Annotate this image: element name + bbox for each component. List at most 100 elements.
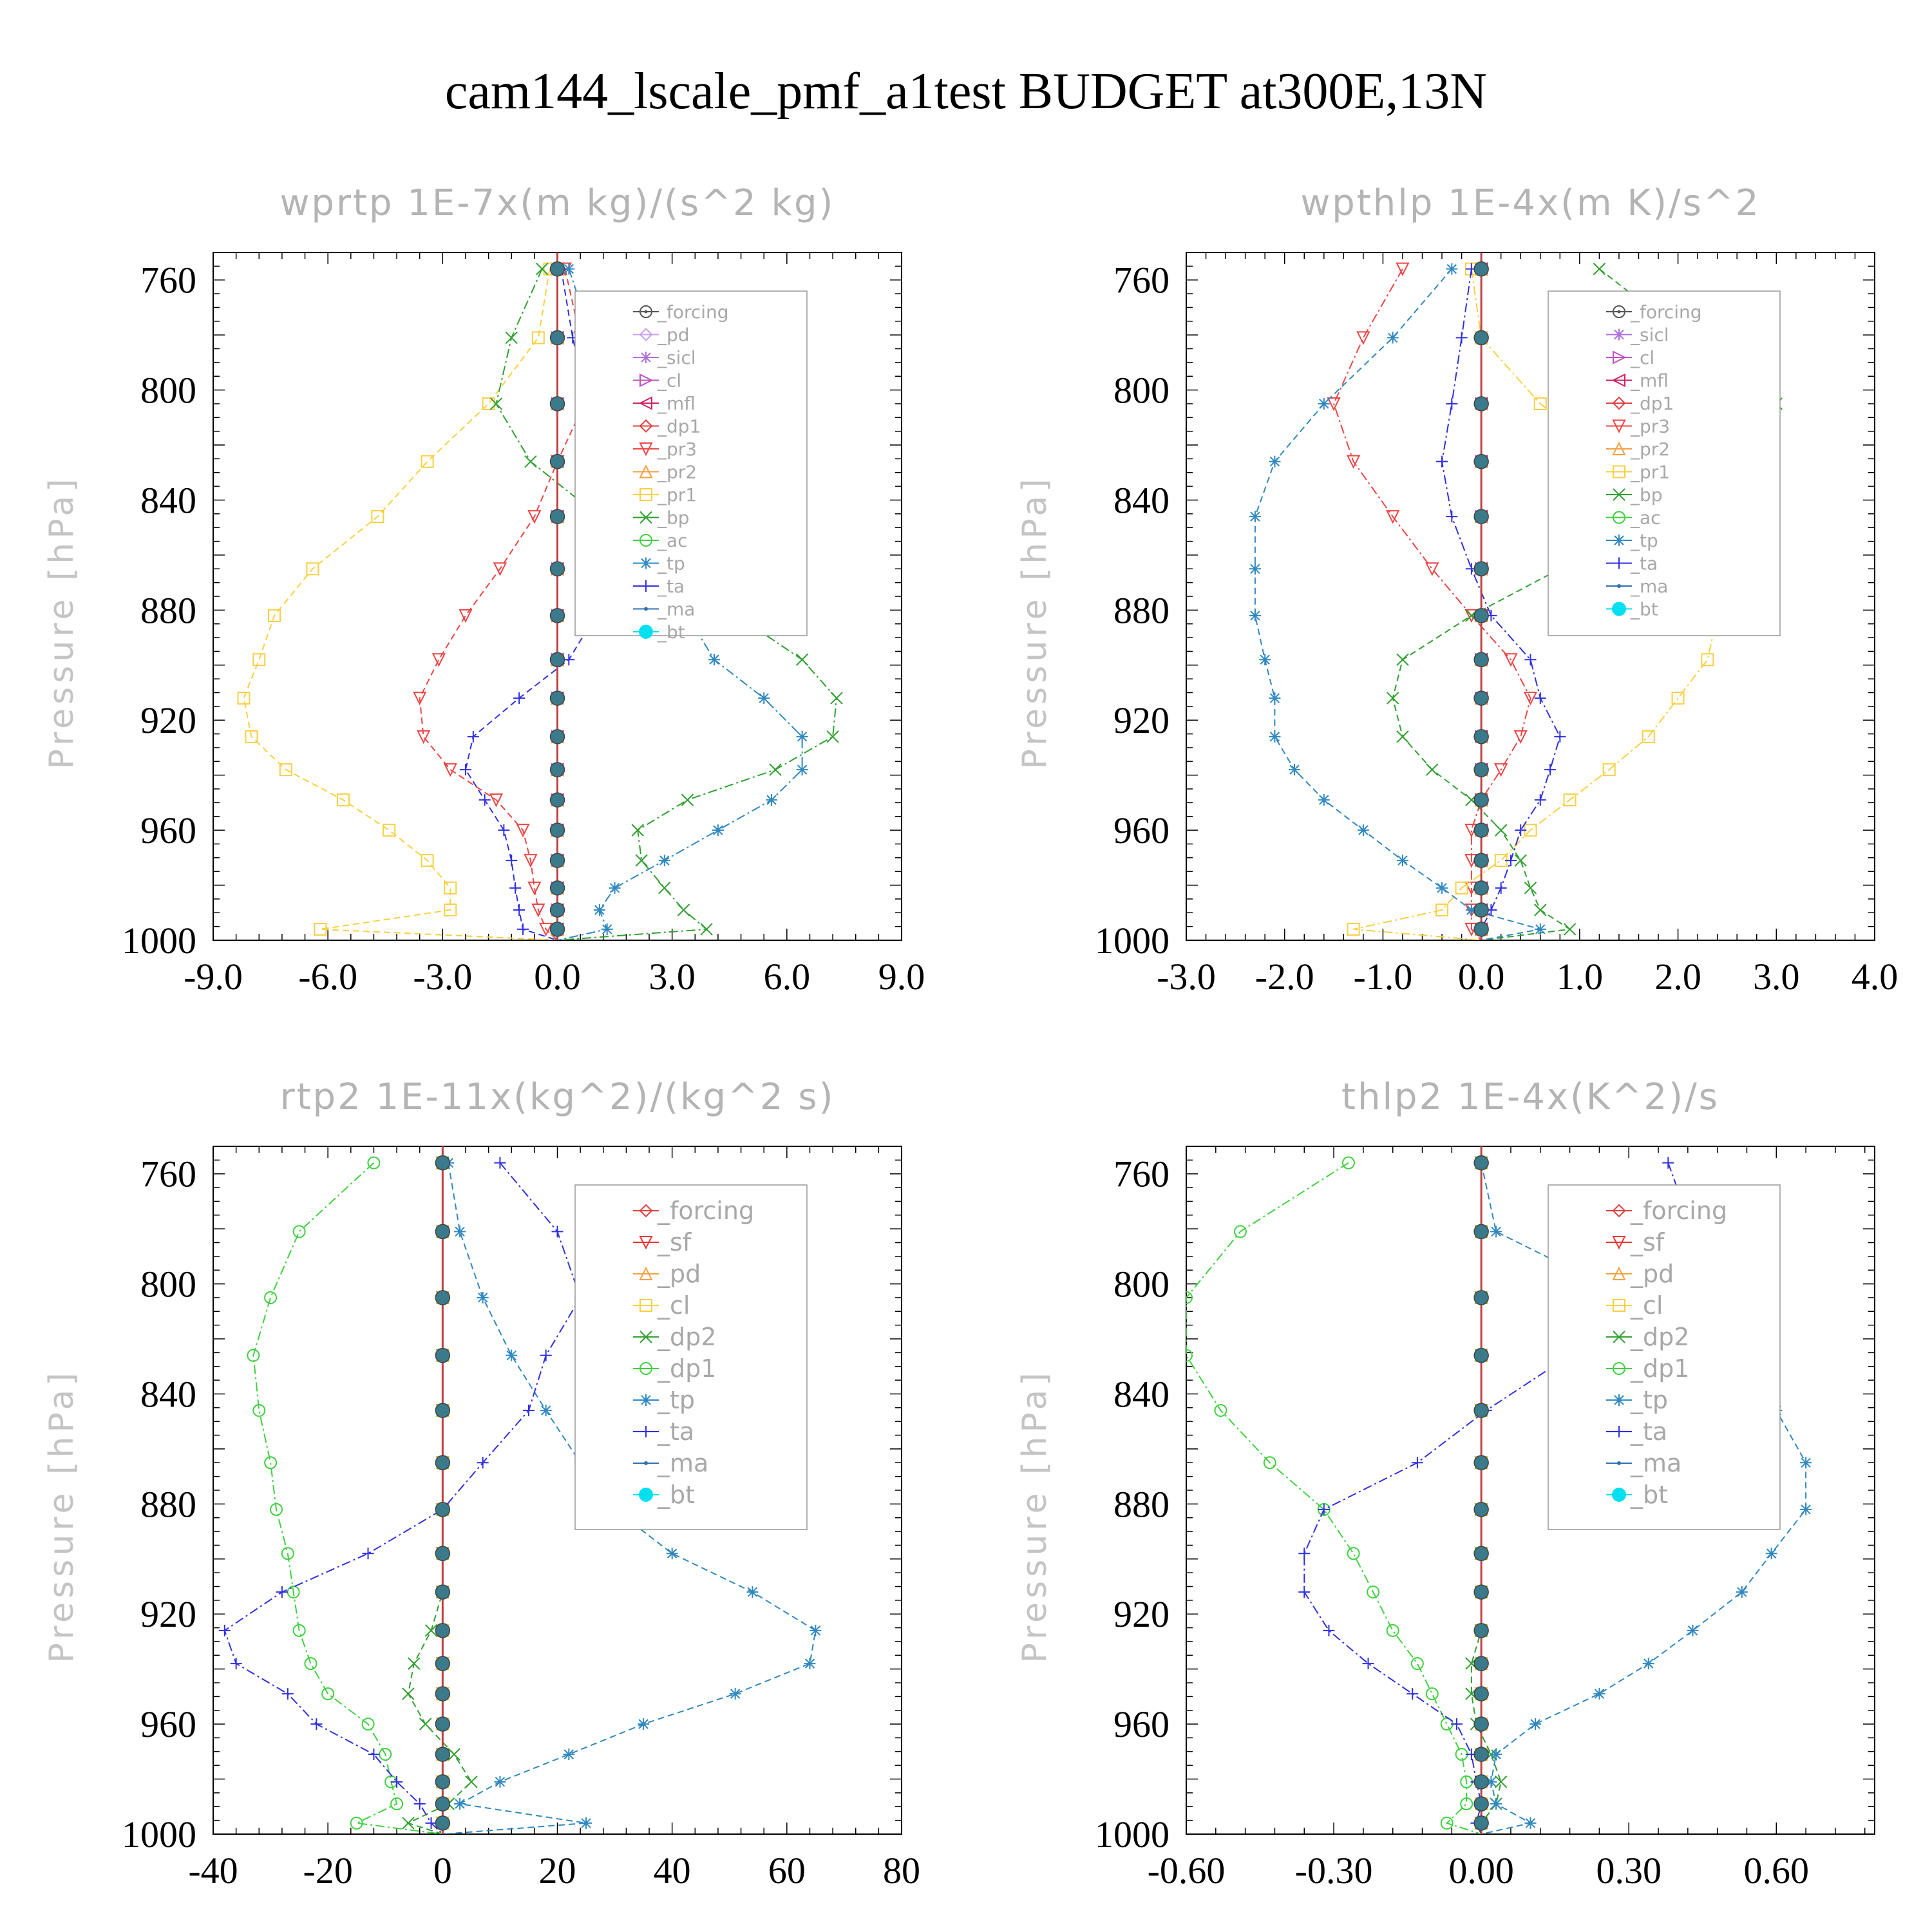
data-point: [1386, 1624, 1399, 1637]
panel-title: wprtp 1E-7x(m kg)/(s^2 kg): [280, 182, 835, 224]
legend-label: _pr3: [657, 439, 697, 460]
data-point: [252, 653, 266, 667]
data-point: [1269, 730, 1281, 743]
data-point: [580, 1817, 592, 1829]
y-tick-label: 1000: [1095, 920, 1170, 961]
data-point: [1259, 654, 1271, 666]
legend-item-bp: _bp: [633, 507, 690, 529]
stacked-zero-marker: [549, 690, 565, 706]
stacked-zero-marker: [1473, 453, 1489, 469]
stacked-zero-marker: [549, 762, 565, 777]
data-point: [1450, 1718, 1463, 1730]
legend-item-bt: _bt: [1606, 599, 1658, 620]
series-line: [442, 1162, 817, 1834]
stacked-zero-marker: [435, 1546, 451, 1562]
legend-marker: [1617, 1461, 1621, 1465]
stacked-zero-marker: [549, 822, 565, 838]
series-dp2: [402, 1156, 478, 1834]
data-point: [635, 854, 648, 867]
legend-item-ma: _ma: [1606, 576, 1668, 597]
data-point: [421, 455, 434, 468]
stacked-zero-marker: [1473, 330, 1489, 346]
data-point: [1396, 730, 1409, 743]
legend-item-ma: _ma: [633, 599, 695, 620]
x-tick-label: 0.00: [1448, 1850, 1514, 1891]
data-point: [1446, 397, 1458, 410]
legend-item-forcing: _forcing: [1606, 1197, 1727, 1225]
data-point: [1736, 1586, 1748, 1598]
data-point: [517, 923, 529, 935]
series-line: [1333, 269, 1531, 940]
data-point: [810, 1624, 822, 1636]
data-point: [1346, 455, 1361, 469]
data-point: [1465, 904, 1477, 916]
data-point: [1269, 692, 1281, 705]
data-point: [1800, 1457, 1812, 1469]
data-point: [536, 262, 549, 276]
data-point: [1386, 510, 1400, 524]
data-point: [509, 882, 522, 894]
stacked-zero-marker: [435, 1347, 451, 1363]
data-point: [444, 904, 457, 917]
legend-marker: [1613, 535, 1625, 546]
legend-marker: [1613, 305, 1625, 318]
legend-marker: [638, 396, 652, 410]
legend-marker: [1613, 1394, 1625, 1406]
legend-item-pd: _pd: [633, 1260, 701, 1288]
plot-area: [237, 252, 843, 940]
data-point: [230, 1658, 242, 1670]
legend-marker: [640, 1426, 652, 1437]
legend-item-pr2: _pr2: [1606, 439, 1670, 460]
legend-label: _pr1: [657, 484, 697, 506]
stacked-zero-marker: [435, 1502, 451, 1517]
legend-label: _ma: [1630, 576, 1668, 597]
data-point: [281, 1688, 294, 1700]
stacked-zero-marker: [435, 1623, 451, 1638]
data-point: [1455, 881, 1468, 895]
stacked-zero-marker: [1473, 608, 1489, 623]
data-point: [1563, 793, 1577, 807]
stacked-zero-marker: [435, 1796, 451, 1812]
stacked-zero-marker: [1473, 509, 1489, 524]
legend-item-tp: _tp: [633, 553, 685, 574]
series-dp2: [1465, 1156, 1508, 1834]
y-tick-label: 960: [140, 810, 196, 851]
legend-item-pr1: _pr1: [633, 484, 697, 506]
y-tick-label: 800: [1113, 1264, 1170, 1305]
data-point: [1367, 1586, 1380, 1599]
data-point: [826, 730, 839, 743]
data-point: [1446, 263, 1458, 275]
y-tick-label: 920: [1113, 699, 1170, 741]
legend-label: _forcing: [657, 1197, 754, 1225]
legend-marker: [1612, 1488, 1626, 1502]
stacked-zero-marker: [1473, 1686, 1489, 1701]
data-point: [681, 793, 694, 806]
series-line: [252, 1162, 443, 1834]
legend-label: _tp: [657, 553, 685, 574]
chart-panel-1: wprtp 1E-7x(m kg)/(s^2 kg) Pressure [hPa]…: [43, 182, 925, 998]
legend-label: _tp: [1630, 530, 1658, 551]
legend-marker: [1617, 584, 1621, 588]
legend-label: _bp: [657, 507, 690, 529]
legend-item-ta: _ta: [1606, 1417, 1667, 1446]
legend-label: _forcing: [657, 301, 729, 323]
data-point: [1490, 1748, 1502, 1761]
y-tick-label: 880: [1113, 589, 1170, 631]
stacked-zero-marker: [1473, 261, 1489, 277]
data-point: [1563, 923, 1577, 936]
legend-item-ma: _ma: [633, 1449, 708, 1477]
legend-marker: [1611, 373, 1625, 388]
stacked-zero-marker: [435, 1686, 451, 1701]
stacked-zero-marker: [1473, 922, 1489, 937]
data-point: [563, 263, 575, 275]
x-tick-label: 3.0: [1753, 956, 1800, 998]
stacked-zero-marker: [1473, 792, 1489, 808]
stacked-zero-marker: [1473, 762, 1489, 777]
data-point: [563, 1748, 575, 1761]
data-point: [1387, 332, 1399, 344]
data-point: [1765, 1548, 1777, 1560]
data-point: [1396, 262, 1410, 276]
data-point: [1593, 262, 1606, 276]
legend-marker: [639, 511, 652, 524]
data-point: [1534, 923, 1546, 935]
